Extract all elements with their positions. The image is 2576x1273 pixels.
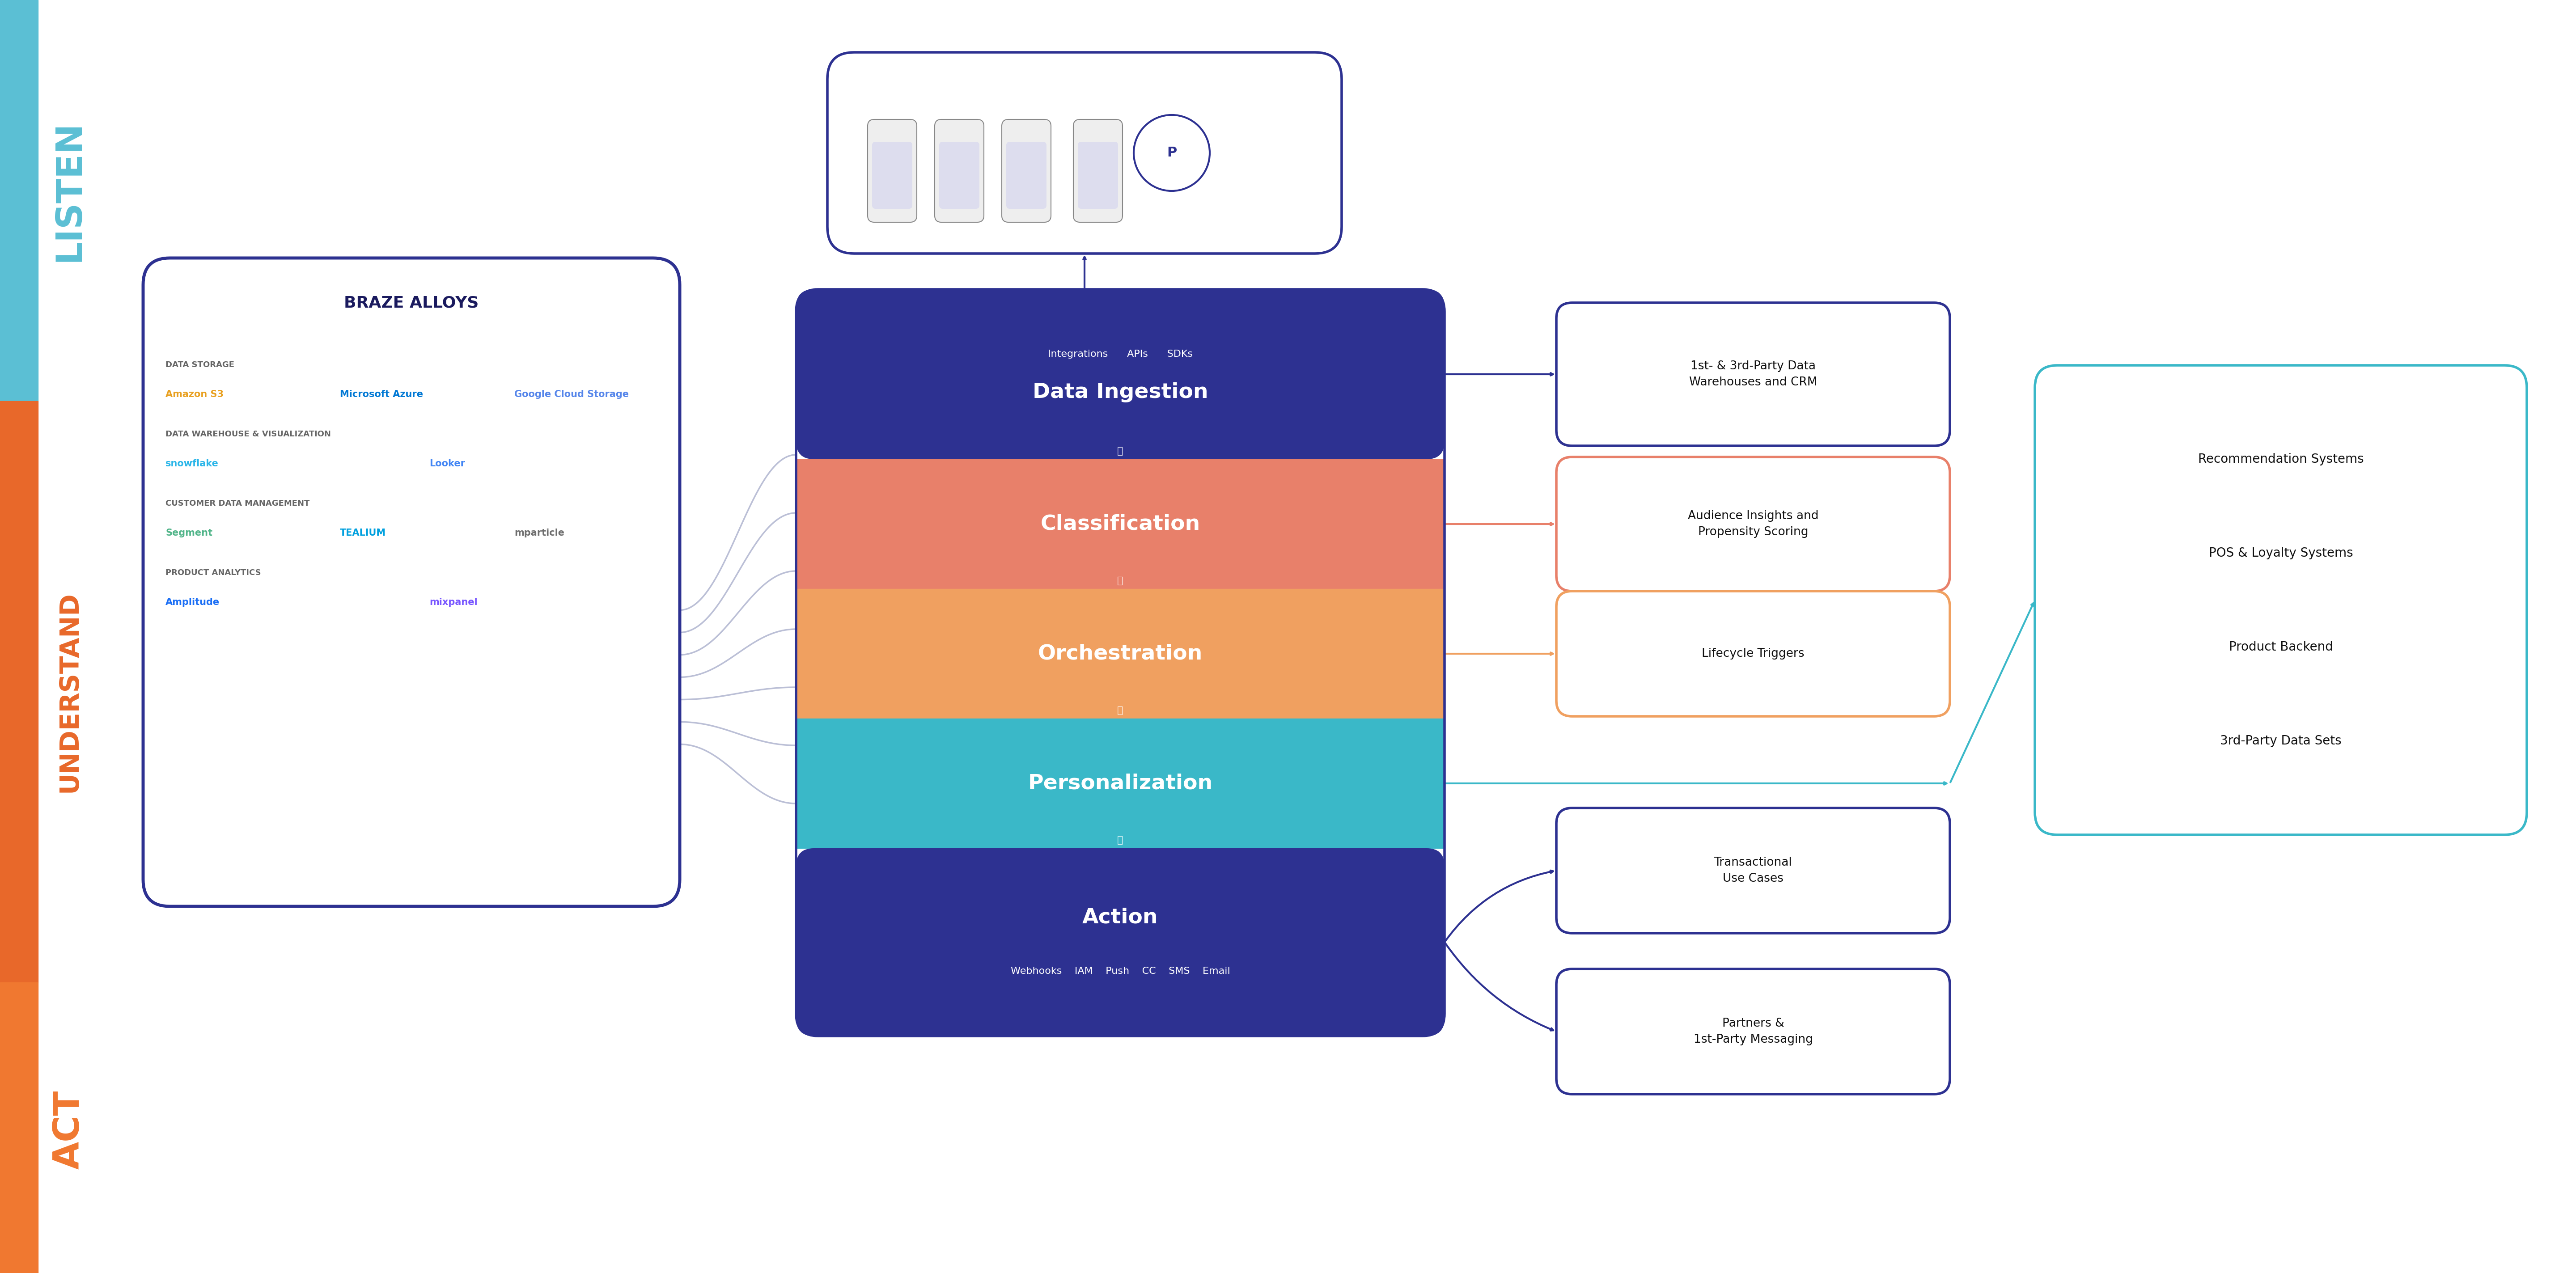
Text: mparticle: mparticle <box>515 528 564 537</box>
Text: PRODUCT ANALYTICS: PRODUCT ANALYTICS <box>165 569 260 577</box>
FancyBboxPatch shape <box>1556 591 1950 717</box>
FancyBboxPatch shape <box>940 141 979 209</box>
Text: Amazon S3: Amazon S3 <box>165 390 224 398</box>
Text: Partners &
1st-Party Messaging: Partners & 1st-Party Messaging <box>1692 1017 1814 1045</box>
Text: ⛓: ⛓ <box>1118 835 1123 845</box>
Text: Transactional
Use Cases: Transactional Use Cases <box>1713 857 1793 885</box>
FancyBboxPatch shape <box>144 258 680 906</box>
FancyBboxPatch shape <box>1556 303 1950 446</box>
Text: snowflake: snowflake <box>165 460 219 468</box>
FancyBboxPatch shape <box>796 848 1445 1036</box>
Bar <box>0 0 39 401</box>
Bar <box>0 401 39 983</box>
FancyBboxPatch shape <box>1556 457 1950 591</box>
Text: POS & Loyalty Systems: POS & Loyalty Systems <box>2208 547 2352 559</box>
Text: Data Ingestion: Data Ingestion <box>1033 382 1208 402</box>
Text: Lifecycle Triggers: Lifecycle Triggers <box>1703 648 1803 659</box>
FancyBboxPatch shape <box>935 120 984 223</box>
Bar <box>796 589 1445 718</box>
Text: ⛓: ⛓ <box>1118 707 1123 715</box>
Circle shape <box>1133 115 1211 191</box>
Bar <box>796 718 1445 848</box>
Text: Orchestration: Orchestration <box>1038 644 1203 663</box>
FancyBboxPatch shape <box>827 52 1342 253</box>
Text: Segment: Segment <box>165 528 211 537</box>
Text: Audience Insights and
Propensity Scoring: Audience Insights and Propensity Scoring <box>1687 510 1819 538</box>
Text: Integrations      APIs      SDKs: Integrations APIs SDKs <box>1048 350 1193 359</box>
Text: UNDERSTAND: UNDERSTAND <box>57 591 82 792</box>
FancyBboxPatch shape <box>1007 141 1046 209</box>
Text: DATA STORAGE: DATA STORAGE <box>165 360 234 369</box>
FancyBboxPatch shape <box>1074 120 1123 223</box>
Text: CUSTOMER DATA MANAGEMENT: CUSTOMER DATA MANAGEMENT <box>165 499 309 508</box>
Bar <box>796 460 1445 589</box>
FancyBboxPatch shape <box>796 289 1445 460</box>
Text: Amplitude: Amplitude <box>165 598 219 607</box>
Text: ⛓: ⛓ <box>1118 447 1123 456</box>
FancyBboxPatch shape <box>873 141 912 209</box>
FancyBboxPatch shape <box>1556 808 1950 933</box>
Text: Looker: Looker <box>430 460 466 468</box>
Text: Personalization: Personalization <box>1028 773 1213 793</box>
Text: P: P <box>1167 146 1177 159</box>
Text: ACT: ACT <box>52 1091 88 1170</box>
Text: Google Cloud Storage: Google Cloud Storage <box>515 390 629 398</box>
Text: LISTEN: LISTEN <box>52 120 88 262</box>
Text: BRAZE ALLOYS: BRAZE ALLOYS <box>345 295 479 311</box>
Bar <box>0 983 39 1273</box>
Text: Microsoft Azure: Microsoft Azure <box>340 390 422 398</box>
Text: 1st- & 3rd-Party Data
Warehouses and CRM: 1st- & 3rd-Party Data Warehouses and CRM <box>1690 360 1816 388</box>
Text: mixpanel: mixpanel <box>430 598 477 607</box>
FancyBboxPatch shape <box>1556 969 1950 1095</box>
FancyBboxPatch shape <box>2035 365 2527 835</box>
FancyBboxPatch shape <box>1077 141 1118 209</box>
Text: Product Backend: Product Backend <box>2228 640 2334 653</box>
Text: 3rd-Party Data Sets: 3rd-Party Data Sets <box>2221 735 2342 747</box>
Text: Webhooks    IAM    Push    CC    SMS    Email: Webhooks IAM Push CC SMS Email <box>1010 966 1229 975</box>
Text: Action: Action <box>1082 908 1159 928</box>
FancyBboxPatch shape <box>1002 120 1051 223</box>
Text: ⛓: ⛓ <box>1118 577 1123 586</box>
Text: TEALIUM: TEALIUM <box>340 528 386 537</box>
Text: Recommendation Systems: Recommendation Systems <box>2197 453 2365 466</box>
Text: Classification: Classification <box>1041 514 1200 535</box>
FancyBboxPatch shape <box>868 120 917 223</box>
Text: DATA WAREHOUSE & VISUALIZATION: DATA WAREHOUSE & VISUALIZATION <box>165 430 330 438</box>
